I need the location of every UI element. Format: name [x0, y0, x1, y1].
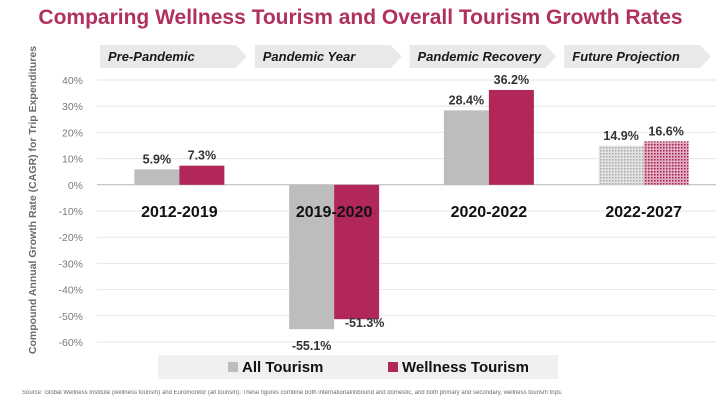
y-tick-label: -60%	[58, 337, 83, 349]
y-tick-label: -10%	[58, 206, 83, 218]
category-label: 2022-2027	[605, 204, 682, 221]
phase-label: Pandemic Recovery	[418, 49, 542, 64]
bar-all-tourism-2012-2019	[134, 169, 180, 185]
y-tick-label: 0%	[68, 180, 83, 192]
y-tick-label: 30%	[62, 101, 83, 113]
legend-box	[158, 355, 558, 379]
category-label: 2019-2020	[296, 204, 373, 221]
phase-label: Pandemic Year	[263, 49, 356, 64]
y-tick-label: -20%	[58, 232, 83, 244]
y-tick-label: 10%	[62, 154, 83, 166]
y-tick-label: -30%	[58, 258, 83, 270]
value-label-wellness-tourism: 16.6%	[648, 124, 683, 138]
value-label-wellness-tourism: -51.3%	[345, 316, 385, 330]
value-label-all-tourism: 5.9%	[143, 152, 172, 166]
y-tick-label: 20%	[62, 127, 83, 139]
bar-wellness-tourism-2019-2020	[334, 184, 380, 320]
value-label-all-tourism: 14.9%	[603, 129, 638, 143]
legend-label-wellness-tourism: Wellness Tourism	[402, 359, 529, 376]
value-label-all-tourism: 28.4%	[449, 93, 484, 107]
y-tick-label: -50%	[58, 311, 83, 323]
source-note: Source: Global Wellness Institute (welln…	[22, 390, 563, 396]
category-label: 2020-2022	[451, 204, 528, 221]
chart-canvas: Pre-Pandemic Pandemic Year Pandemic Recove…	[27, 45, 716, 379]
legend-swatch-wellness-tourism	[388, 362, 398, 372]
y-tick-label: -40%	[58, 285, 83, 297]
value-label-wellness-tourism: 7.3%	[188, 149, 217, 163]
bar-wellness-tourism-2022-2027	[643, 141, 689, 185]
phase-banner-4	[564, 45, 711, 68]
legend-label-all-tourism: All Tourism	[242, 359, 323, 376]
phase-label: Future Projection	[572, 49, 680, 64]
legend-swatch-all-tourism	[228, 362, 238, 372]
value-label-wellness-tourism: 36.2%	[494, 73, 529, 87]
bar-all-tourism-2019-2020	[289, 184, 335, 330]
phase-banner-1	[100, 45, 247, 68]
chart-title: Comparing Wellness Tourism and Overall T…	[38, 6, 683, 29]
phase-banner-3	[409, 45, 557, 68]
phase-banner-2	[254, 45, 402, 68]
bar-all-tourism-2020-2022	[443, 110, 489, 185]
bar-all-tourism-2022-2027	[598, 145, 644, 185]
value-label-all-tourism: -55.1%	[292, 339, 332, 353]
phase-label: Pre-Pandemic	[108, 49, 195, 64]
y-axis-label: Compound Annual Growth Rate (CAGR) for T…	[27, 46, 39, 354]
bar-wellness-tourism-2012-2019	[179, 165, 225, 185]
y-tick-label: 40%	[62, 75, 83, 87]
category-label: 2012-2019	[141, 204, 218, 221]
bar-wellness-tourism-2020-2022	[488, 89, 534, 185]
